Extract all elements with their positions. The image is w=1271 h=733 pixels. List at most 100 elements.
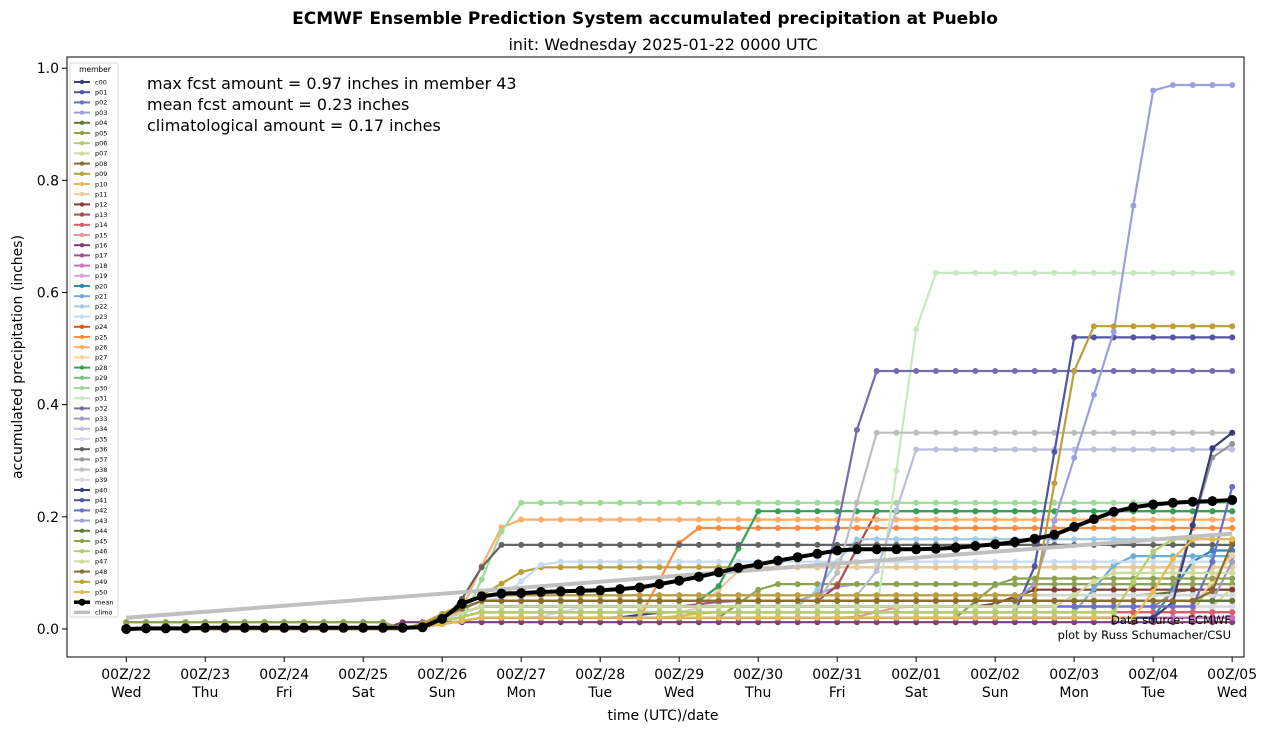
mean-point: [1167, 497, 1178, 508]
annotation-mean: mean fcst amount = 0.23 inches: [147, 95, 409, 114]
member-point: [814, 619, 821, 626]
legend-label: p13: [95, 211, 107, 219]
member-point: [1189, 614, 1196, 621]
legend-label: p03: [95, 109, 107, 117]
chart-title: ECMWF Ensemble Prediction System accumul…: [292, 9, 998, 29]
x-tick-label: 00Z/27: [496, 667, 546, 683]
member-point: [1011, 429, 1018, 436]
member-point: [814, 508, 821, 515]
member-point: [577, 499, 584, 506]
member-point: [538, 541, 544, 548]
x-tick-day: Fri: [829, 685, 846, 701]
member-point: [853, 581, 860, 588]
member-point: [518, 614, 525, 621]
mean-point: [1049, 529, 1060, 540]
member-point: [1011, 508, 1018, 515]
member-point: [1051, 564, 1058, 571]
member-point: [1071, 536, 1078, 543]
member-point: [1189, 323, 1196, 330]
member-point: [834, 592, 841, 599]
legend-label: p11: [95, 191, 107, 199]
member-point: [636, 609, 643, 616]
member-point: [695, 525, 702, 531]
member-point: [873, 508, 880, 515]
member-point: [794, 609, 801, 616]
member-point: [834, 583, 841, 589]
member-point: [597, 619, 604, 626]
mean-point: [378, 622, 388, 633]
member-point: [1150, 548, 1157, 555]
member-point: [1150, 516, 1157, 523]
member-point: [1071, 597, 1078, 604]
member-point: [676, 558, 683, 565]
member-point: [794, 614, 801, 621]
member-point: [893, 609, 900, 616]
data-source-label: Data source: ECMWF: [1111, 613, 1231, 627]
member-point: [1150, 564, 1157, 571]
legend-label: p36: [95, 446, 107, 454]
member-point: [656, 564, 663, 571]
member-point: [1229, 446, 1236, 453]
member-point: [1051, 619, 1058, 626]
legend-marker: [79, 426, 85, 431]
member-point: [1150, 569, 1157, 576]
member-point: [1169, 334, 1176, 341]
member-point: [893, 368, 900, 374]
member-point: [972, 499, 979, 506]
member-point: [715, 541, 722, 548]
legend-marker: [79, 508, 85, 513]
member-point: [597, 541, 604, 548]
mean-point: [318, 622, 329, 633]
member-point: [695, 597, 702, 604]
member-point: [695, 619, 702, 626]
legend-marker: [79, 528, 85, 533]
mean-point: [772, 555, 783, 566]
member-point: [715, 525, 722, 531]
member-point: [1229, 483, 1236, 490]
member-point: [636, 619, 643, 626]
legend-marker: [79, 304, 85, 309]
member-point: [498, 597, 505, 604]
member-point: [636, 597, 643, 604]
member-point: [893, 467, 900, 474]
member-point: [1090, 585, 1097, 592]
legend-marker: [79, 202, 85, 207]
member-point: [972, 446, 979, 453]
member-point: [972, 581, 979, 588]
y-tick-label: 0.2: [37, 510, 59, 526]
member-point: [1209, 508, 1216, 515]
legend-marker: [79, 385, 85, 391]
member-point: [695, 499, 702, 506]
legend-marker: [79, 181, 85, 187]
legend-label: p02: [95, 99, 107, 107]
x-tick-label: 00Z/28: [575, 667, 625, 683]
member-point: [1110, 614, 1117, 621]
mean-point: [1128, 502, 1139, 513]
legend-marker: [79, 314, 85, 319]
member-point: [1051, 603, 1058, 610]
member-point: [972, 269, 979, 276]
x-tick-day: Tue: [587, 685, 612, 701]
member-point: [794, 581, 801, 588]
legend-marker: [79, 396, 85, 401]
member-point: [538, 614, 544, 621]
member-point: [735, 597, 742, 604]
member-point: [715, 583, 722, 589]
x-tick-day: Sat: [905, 685, 928, 701]
legend-label: climo: [95, 609, 113, 617]
member-point: [913, 368, 920, 374]
member-point: [1090, 564, 1097, 571]
member-point: [774, 516, 781, 523]
member-point: [1150, 619, 1157, 626]
member-point: [1169, 446, 1176, 453]
member-point: [1229, 440, 1236, 447]
member-point: [952, 269, 959, 276]
x-tick-label: 00Z/02: [970, 667, 1020, 683]
member-point: [1169, 619, 1176, 626]
member-point: [873, 592, 880, 599]
mean-point: [338, 622, 349, 633]
member-point: [1189, 368, 1196, 374]
member-point: [1071, 508, 1078, 515]
legend-label: p35: [95, 435, 107, 443]
mean-point: [1088, 514, 1099, 525]
